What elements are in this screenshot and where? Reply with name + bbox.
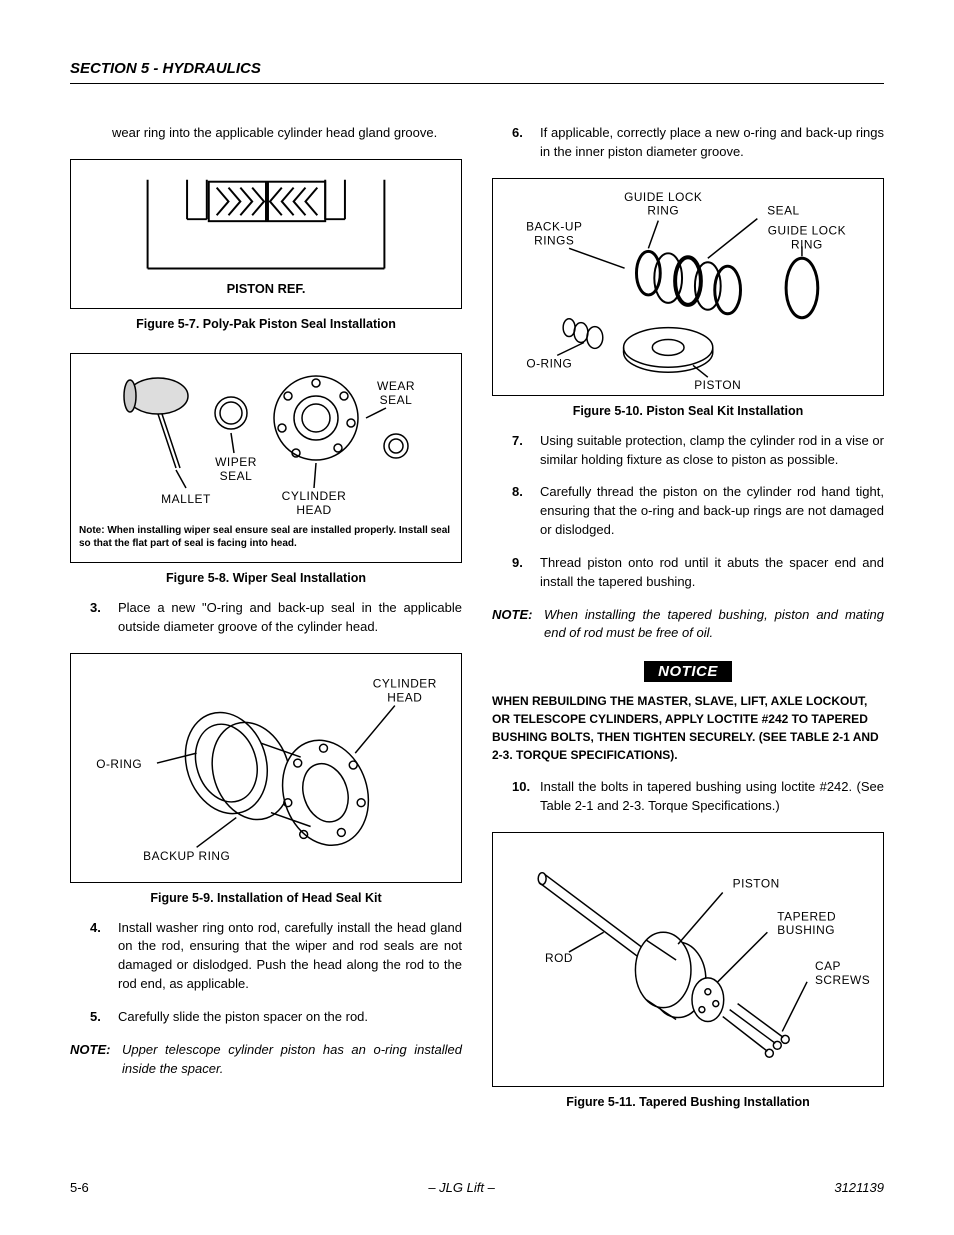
glr-r-1: GUIDE LOCK — [768, 223, 846, 237]
piston-11: PISTON — [733, 877, 780, 891]
figure-5-11: PISTON TAPERED BUSHING ROD CAP SCREWS — [492, 832, 884, 1087]
notice-badge: NOTICE — [644, 661, 732, 682]
backup-1: BACK-UP — [526, 219, 582, 233]
rod-label: ROD — [545, 951, 573, 965]
tapered-1: TAPERED — [777, 909, 836, 923]
figure-5-10-caption: Figure 5-10. Piston Seal Kit Installatio… — [492, 404, 884, 418]
list-item-3: 3. Place a new "O-ring and back-up seal … — [70, 599, 462, 637]
cyl-label: CYLINDER — [373, 676, 437, 690]
seal-label-2: SEAL — [220, 469, 253, 483]
note-text: Upper telescope cylinder piston has an o… — [122, 1041, 462, 1079]
list-item-4: 4. Install washer ring onto rod, careful… — [70, 919, 462, 994]
item-text: Install the bolts in tapered bushing usi… — [540, 778, 884, 816]
list-item-10: 10. Install the bolts in tapered bushing… — [492, 778, 884, 816]
cylinder-label: CYLINDER — [282, 489, 347, 503]
list-item-5: 5. Carefully slide the piston spacer on … — [70, 1008, 462, 1027]
list-item-6: 6. If applicable, correctly place a new … — [492, 124, 884, 162]
lead-text: wear ring into the applicable cylinder h… — [70, 124, 462, 143]
item-num: 8. — [512, 483, 540, 540]
right-column: 6. If applicable, correctly place a new … — [492, 124, 884, 1109]
note-text: When installing the tapered bushing, pis… — [544, 606, 884, 644]
item-num: 6. — [512, 124, 540, 162]
cap-1: CAP — [815, 959, 841, 973]
list-item-8: 8. Carefully thread the piston on the cy… — [492, 483, 884, 540]
notice-text: WHEN REBUILDING THE MASTER, SLAVE, LIFT,… — [492, 692, 884, 764]
footer-brand: – JLG Lift – — [428, 1180, 494, 1195]
wiper-label: WIPER — [215, 455, 257, 469]
note-label: NOTE: — [492, 606, 544, 644]
figure-5-7-caption: Figure 5-7. Poly-Pak Piston Seal Install… — [70, 317, 462, 331]
list-item-7: 7. Using suitable protection, clamp the … — [492, 432, 884, 470]
figure-5-7: PISTON REF. — [70, 159, 462, 309]
tapered-2: BUSHING — [777, 923, 835, 937]
item-text: Install washer ring onto rod, carefully … — [118, 919, 462, 994]
item-text: If applicable, correctly place a new o-r… — [540, 124, 884, 162]
item-num: 10. — [512, 778, 540, 816]
cap-2: SCREWS — [815, 973, 870, 987]
section-header: SECTION 5 - HYDRAULICS — [70, 60, 884, 84]
list-item-9: 9. Thread piston onto rod until it abuts… — [492, 554, 884, 592]
left-column: wear ring into the applicable cylinder h… — [70, 124, 462, 1109]
oring-r: O-RING — [526, 356, 572, 370]
footer-doc-num: 3121139 — [834, 1180, 884, 1195]
glr-top-2: RING — [647, 203, 679, 217]
item-num: 5. — [90, 1008, 118, 1027]
figure-5-9: CYLINDER HEAD O-RING BACKUP RING — [70, 653, 462, 883]
footer-page-num: 5-6 — [70, 1180, 89, 1195]
figure-5-10: GUIDE LOCK RING SEAL BACK-UP RINGS GUIDE… — [492, 178, 884, 396]
figure-5-8-caption: Figure 5-8. Wiper Seal Installation — [70, 571, 462, 585]
item-num: 4. — [90, 919, 118, 994]
item-num: 9. — [512, 554, 540, 592]
seal-label: SEAL — [380, 393, 413, 407]
wear-label: WEAR — [377, 379, 415, 393]
mallet-label: MALLET — [161, 492, 211, 506]
figure-5-11-caption: Figure 5-11. Tapered Bushing Installatio… — [492, 1095, 884, 1109]
piston-ref-label: PISTON REF. — [227, 281, 306, 296]
backup-label: BACKUP RING — [143, 849, 230, 863]
item-num: 3. — [90, 599, 118, 637]
note-label: NOTE: — [70, 1041, 122, 1079]
oring-label: O-RING — [96, 757, 142, 771]
note-1: NOTE: Upper telescope cylinder piston ha… — [70, 1041, 462, 1079]
item-text: Using suitable protection, clamp the cyl… — [540, 432, 884, 470]
head-label-2: HEAD — [387, 690, 422, 704]
head-label: HEAD — [296, 503, 331, 517]
item-text: Carefully slide the piston spacer on the… — [118, 1008, 462, 1027]
item-text: Place a new "O-ring and back-up seal in … — [118, 599, 462, 637]
item-num: 7. — [512, 432, 540, 470]
glr-r-2: RING — [791, 237, 823, 251]
note-2: NOTE: When installing the tapered bushin… — [492, 606, 884, 644]
item-text: Carefully thread the piston on the cylin… — [540, 483, 884, 540]
figure-5-8: WEAR SEAL WIPER SEAL CYLINDER HEAD MALLE… — [70, 353, 462, 563]
seal-label-r: SEAL — [767, 203, 799, 217]
figure-5-9-caption: Figure 5-9. Installation of Head Seal Ki… — [70, 891, 462, 905]
backup-2: RINGS — [534, 233, 574, 247]
figure-5-8-note: Note: When installing wiper seal ensure … — [71, 518, 461, 558]
item-text: Thread piston onto rod until it abuts th… — [540, 554, 884, 592]
glr-top-1: GUIDE LOCK — [624, 189, 702, 203]
page-footer: 5-6 – JLG Lift – 3121139 — [70, 1180, 884, 1195]
piston-r: PISTON — [694, 378, 741, 392]
